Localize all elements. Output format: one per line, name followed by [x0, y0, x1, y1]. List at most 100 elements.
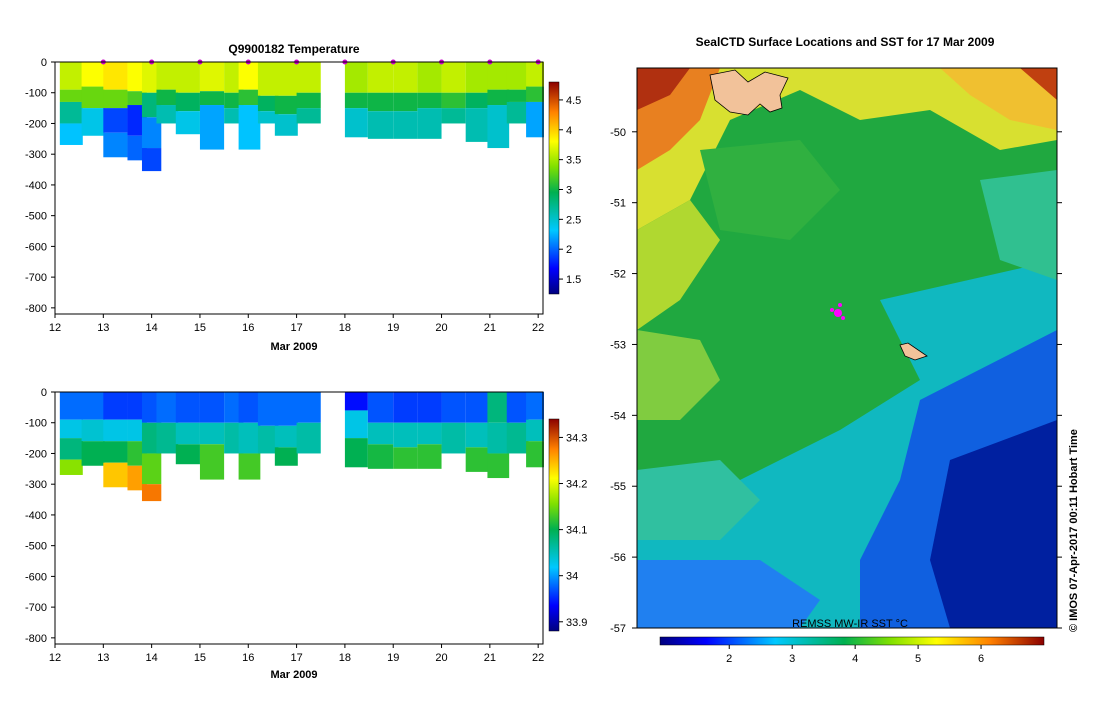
colorbar-tick-label: 34 — [566, 571, 578, 583]
section-cell — [81, 419, 105, 442]
section-cell — [274, 114, 298, 136]
y-tick-label: -700 — [25, 602, 47, 614]
x-tick-label: 12 — [49, 322, 61, 334]
temperature-section: Q9900182 Temperature 0 -100 -200 -300 -400 -5… — [25, 42, 581, 353]
section-cell — [81, 392, 105, 420]
y-tick-label: -700 — [25, 272, 47, 284]
section-cell — [175, 422, 200, 445]
x-tick-label: 15 — [194, 652, 206, 664]
colorbar-tick-label: 2.5 — [566, 214, 581, 226]
y-tick-label: -400 — [25, 510, 47, 522]
section-cell — [487, 392, 510, 423]
section-cell — [156, 105, 179, 124]
x-tick-label: 20 — [435, 652, 447, 664]
salinity-colorbar — [548, 418, 560, 632]
y-tick-label: -300 — [25, 149, 47, 161]
section-cell — [506, 89, 529, 102]
section-cell — [257, 392, 279, 426]
section-cell — [367, 422, 394, 445]
x-tick-label: 19 — [387, 322, 399, 334]
salinity-y-axis: 0 -100 -200 -300 -400 -500 -600 -700 -800 — [25, 387, 55, 645]
section-cell — [465, 447, 489, 472]
section-cell — [59, 419, 83, 439]
section-cell — [393, 422, 418, 448]
section-cell — [59, 392, 83, 420]
section-cell — [506, 422, 529, 454]
colorbar-tick-label-c: 5 — [915, 653, 921, 665]
section-cell — [103, 441, 128, 463]
section-cell — [59, 62, 83, 90]
section-cell — [506, 392, 529, 423]
section-cell — [393, 392, 418, 423]
section-cell — [367, 444, 394, 469]
section-cell — [175, 111, 200, 135]
section-cell — [274, 392, 298, 426]
section-cell — [59, 123, 83, 145]
section-cell — [441, 62, 466, 93]
section-cell — [526, 441, 544, 468]
y-tick-label: -600 — [25, 241, 47, 253]
y-tick-label: -52 — [610, 269, 626, 281]
colorbar-tick-label: 4.5 — [566, 95, 581, 107]
section-cell — [81, 441, 105, 466]
section-cell — [238, 105, 261, 150]
section-cell — [487, 453, 510, 479]
section-cell — [274, 425, 298, 448]
section-cell — [238, 422, 261, 454]
section-cell — [103, 392, 128, 420]
section-cell — [393, 447, 418, 469]
section-cell — [296, 392, 321, 423]
section-cell — [465, 108, 489, 142]
y-tick-label: -500 — [25, 541, 47, 553]
x-tick-label: 20 — [435, 322, 447, 334]
colorbar-tick-label: 34.3 — [566, 432, 587, 444]
section-cell — [417, 92, 442, 109]
x-tick-label: 17 — [290, 322, 302, 334]
section-cell — [465, 422, 489, 448]
section-cell — [156, 89, 179, 106]
x-tick-label: 13 — [97, 652, 109, 664]
x-tick-label: 16 — [242, 652, 254, 664]
section-cell — [417, 108, 442, 139]
colorbar-tick-label: 3 — [566, 184, 572, 196]
section-cell — [465, 392, 489, 423]
y-tick-label: -55 — [610, 481, 626, 493]
section-cell — [465, 92, 489, 109]
sst-field — [637, 68, 1057, 628]
section-cell — [175, 392, 200, 423]
x-tick-label: 21 — [484, 652, 496, 664]
temperature-title: Q9900182 Temperature — [228, 42, 360, 56]
y-tick-label: -600 — [25, 571, 47, 583]
section-cell — [344, 438, 368, 468]
salinity-x-axis: 12 13 14 15 16 17 18 19 20 21 22 — [49, 644, 544, 664]
section-cell — [344, 392, 368, 411]
section-cell — [296, 62, 321, 93]
y-tick-label: -100 — [25, 418, 47, 430]
section-cell — [296, 92, 321, 109]
section-cell — [199, 422, 225, 445]
sst-colorbar — [659, 636, 1045, 646]
section-cell — [199, 91, 225, 106]
section-cell — [103, 89, 128, 109]
sst-map-frame — [636, 67, 1058, 629]
section-cell — [367, 111, 394, 139]
section-cell — [526, 62, 544, 87]
colorbar-tick-label: 33.9 — [566, 617, 587, 629]
section-cell — [103, 419, 128, 442]
section-cell — [199, 444, 225, 480]
section-cell — [344, 410, 368, 439]
x-tick-label: 18 — [339, 322, 351, 334]
section-cell — [238, 62, 261, 90]
section-cell — [441, 392, 466, 423]
x-tick-label: 21 — [484, 322, 496, 334]
salinity-cells — [59, 392, 544, 502]
y-tick-label: -54 — [610, 410, 626, 422]
section-cell — [199, 105, 225, 150]
section-cell — [81, 62, 105, 87]
section-cell — [487, 62, 510, 90]
section-cell — [199, 62, 225, 92]
section-cell — [141, 148, 162, 172]
x-tick-label: 14 — [146, 652, 158, 664]
section-cell — [526, 86, 544, 102]
colorbar-tick-label-c: 4 — [852, 653, 858, 665]
